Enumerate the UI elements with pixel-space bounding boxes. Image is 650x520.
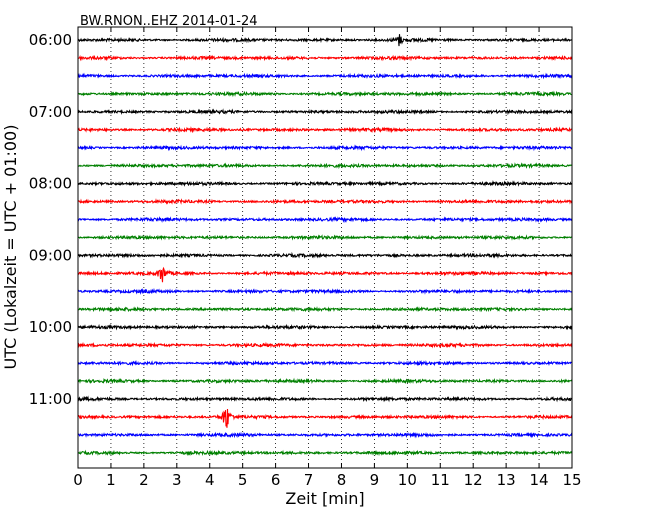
y-tick-label: 11:00: [29, 390, 72, 408]
y-tick-label: 10:00: [29, 318, 72, 336]
seismic-trace: [77, 251, 573, 259]
seismic-trace: [77, 180, 573, 187]
x-tick-label: 1: [106, 471, 116, 489]
seismic-trace: [77, 409, 573, 428]
seismic-trace: [77, 54, 573, 62]
x-tick-label: 14: [530, 471, 549, 489]
y-tick-label: 06:00: [29, 31, 72, 49]
chart-title: BW.RNON..EHZ 2014-01-24: [80, 14, 258, 29]
seismic-trace: [77, 144, 573, 152]
seismic-trace: [77, 341, 573, 349]
seismic-trace: [77, 198, 573, 205]
seismic-trace: [77, 306, 573, 313]
vertical-grid: [110, 27, 540, 468]
x-tick-label: 7: [304, 471, 314, 489]
seismic-trace: [77, 359, 573, 367]
seismic-trace: [77, 377, 573, 385]
seismic-trace: [77, 287, 573, 295]
x-tick-label: 11: [431, 471, 450, 489]
y-tick-label: 08:00: [29, 175, 72, 193]
y-tick-label: 09:00: [29, 246, 72, 264]
x-tick-label: 9: [370, 471, 380, 489]
x-tick-label: 13: [497, 471, 516, 489]
x-tick-label: 4: [205, 471, 215, 489]
seismic-trace: [77, 216, 573, 224]
x-tick-label: 0: [73, 471, 83, 489]
seismic-trace: [77, 431, 573, 439]
seismic-trace: [77, 108, 573, 116]
x-tick-label: 5: [238, 471, 248, 489]
seismic-trace: [77, 449, 573, 457]
x-tick-label: 8: [337, 471, 347, 489]
x-tick-label: 10: [398, 471, 417, 489]
seismic-trace: [77, 234, 573, 241]
x-axis-label: Zeit [min]: [285, 489, 364, 508]
x-tick-label: 12: [464, 471, 483, 489]
seismic-trace: [77, 323, 573, 331]
y-axis-ticks: 06:00 07:00 08:00 09:00 10:00 11:00: [29, 31, 572, 408]
x-tick-label: 6: [271, 471, 281, 489]
seismic-trace: [77, 34, 573, 47]
seismic-trace: [77, 266, 573, 283]
seismic-trace: [77, 126, 573, 134]
x-tick-label: 15: [562, 471, 581, 489]
seismic-trace: [77, 72, 573, 80]
x-axis-ticks: 0 1 2 3 4 5 6 7 8 9 10 11 12 13 14 15: [73, 27, 582, 489]
seismic-trace: [77, 395, 573, 403]
trace-group: [77, 34, 573, 457]
seismic-trace: [77, 90, 573, 98]
y-tick-label: 07:00: [29, 103, 72, 121]
x-tick-label: 2: [139, 471, 149, 489]
plot-frame: [77, 26, 573, 469]
y-axis-label: UTC (Lokalzeit = UTC + 01:00): [1, 125, 20, 370]
seismic-trace: [77, 162, 573, 170]
x-tick-label: 3: [172, 471, 182, 489]
